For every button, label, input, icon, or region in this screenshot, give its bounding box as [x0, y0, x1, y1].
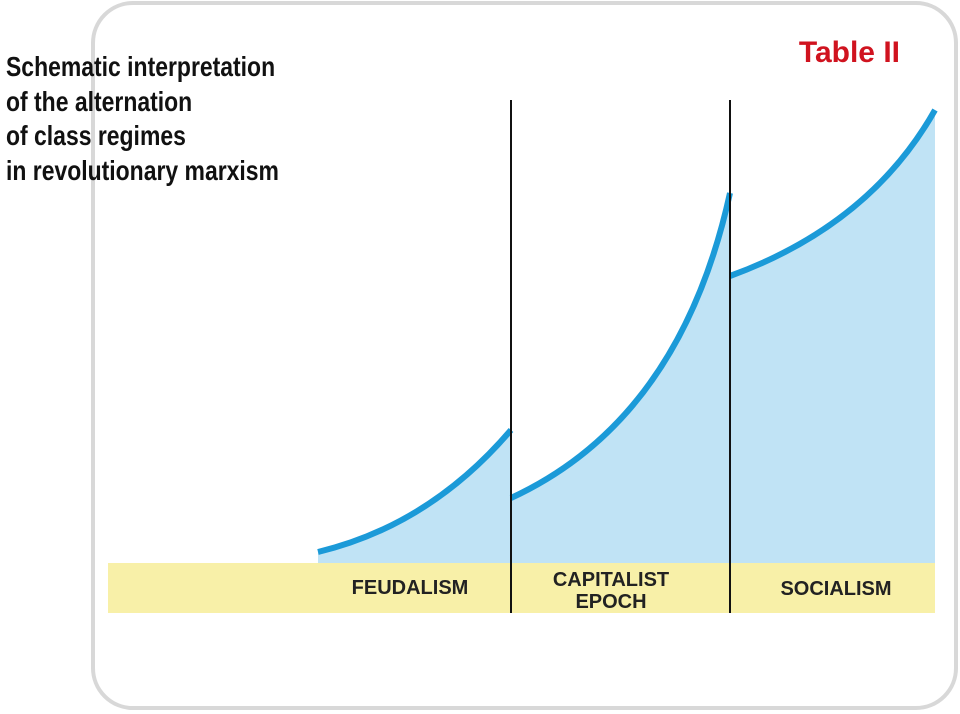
period-label: CAPITALIST — [553, 569, 669, 591]
period-label: SOCIALISM — [780, 578, 891, 600]
period-label: FEUDALISM — [352, 577, 469, 599]
feudalism-area — [318, 430, 511, 563]
socialism-curve — [728, 108, 938, 279]
title-line: of the alternation — [6, 87, 192, 118]
feudalism-curve — [317, 428, 514, 555]
period-label: EPOCH — [575, 591, 646, 613]
capitalism-curve — [509, 192, 733, 501]
title-line: Schematic interpretation — [6, 52, 275, 83]
title-line: in revolutionary marxism — [6, 156, 279, 187]
period-band — [108, 563, 935, 613]
title-line: of class regimes — [6, 121, 186, 152]
capitalism-area — [511, 193, 730, 563]
title: Schematic interpretation of the alternat… — [6, 52, 279, 187]
table-label: Table II — [799, 36, 900, 69]
socialism-area — [730, 110, 935, 563]
